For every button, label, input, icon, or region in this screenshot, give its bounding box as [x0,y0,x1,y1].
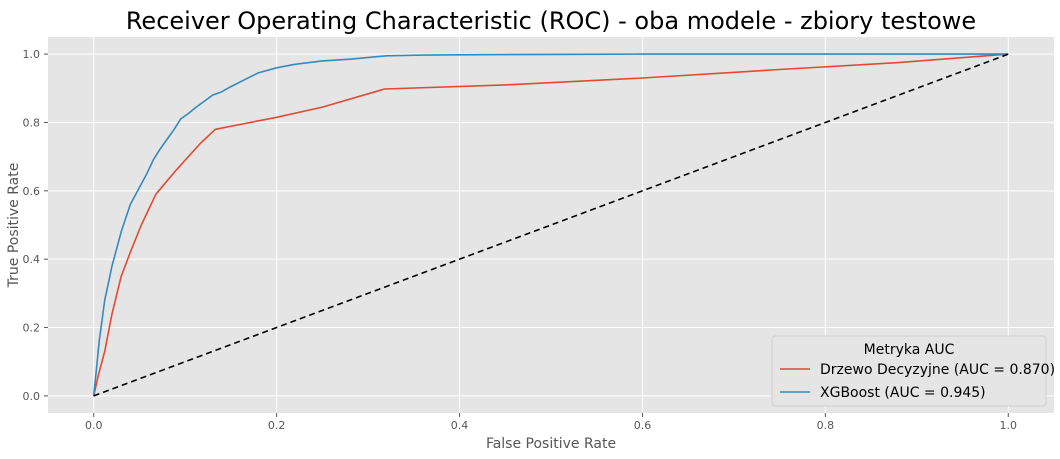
legend-title: Metryka AUC [864,342,955,358]
x-tick-label: 1.0 [1000,419,1018,432]
series-line-decision-tree [92,53,1009,397]
x-axis-label: False Positive Rate [486,436,616,452]
y-axis-label: True Positive Rate [6,163,22,289]
y-tick-label: 1.0 [23,48,41,61]
x-tick-label: 0.0 [85,419,103,432]
reference-diagonal-line [93,53,1009,397]
y-tick-labels: 0.0 0.2 0.4 0.6 0.8 1.0 [23,48,41,403]
y-tick-label: 0.8 [23,116,41,129]
y-tick-label: 0.4 [23,253,41,266]
legend-label-xgboost: XGBoost (AUC = 0.945) [820,385,986,401]
y-tick-label: 0.0 [23,390,41,403]
legend-box [771,335,1047,407]
series-line-xgboost [92,53,1009,396]
y-tick-label: 0.6 [23,185,41,198]
y-tick-label: 0.2 [23,322,41,335]
legend-label-decision-tree: Drzewo Decyzyjne (AUC = 0.870) [820,362,1055,378]
legend: Metryka AUC Drzewo Decyzyjne (AUC = 0.87… [771,335,1055,407]
x-tick-label: 0.4 [451,419,469,432]
x-tick-labels: 0.0 0.2 0.4 0.6 0.8 1.0 [85,419,1017,432]
x-tick-label: 0.8 [817,419,835,432]
x-tick-label: 0.6 [634,419,652,432]
series-lines [92,53,1009,397]
x-tick-label: 0.2 [268,419,286,432]
chart-title: Receiver Operating Characteristic (ROC) … [126,7,976,35]
